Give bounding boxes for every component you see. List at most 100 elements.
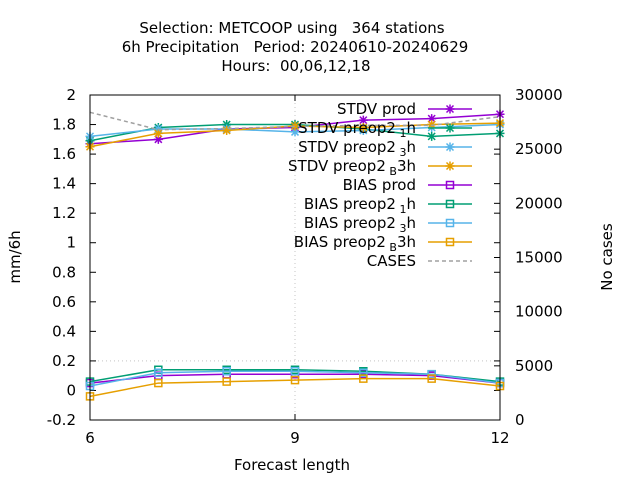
data-point xyxy=(222,125,232,135)
data-point xyxy=(358,115,368,125)
legend-marker xyxy=(445,123,455,133)
data-point xyxy=(427,114,437,124)
plot-frame xyxy=(89,94,501,421)
y-tick-label: 0.6 xyxy=(52,293,76,311)
data-point xyxy=(427,131,437,141)
data-point xyxy=(427,374,436,383)
data-point xyxy=(358,123,368,132)
data-point-shape xyxy=(222,125,232,135)
y-tick-label: 1.2 xyxy=(52,204,76,222)
legend-entry-8: CASES xyxy=(367,252,472,270)
legend-label: BIAS prod xyxy=(343,176,416,194)
data-point-shape xyxy=(427,114,437,124)
data-point-shape xyxy=(427,131,437,141)
legend-entry-0: STDV prod xyxy=(337,100,472,118)
y-axis-label: mm/6h xyxy=(6,230,24,283)
legend-marker-shape xyxy=(445,161,455,171)
data-point-shape xyxy=(427,120,437,130)
data-point-shape xyxy=(153,134,163,144)
data-point xyxy=(153,128,163,138)
legend-marker xyxy=(445,142,455,152)
title-line-3: Hours: 00,06,12,18 xyxy=(221,57,370,75)
legend-label: STDV preop2 1h xyxy=(298,119,416,140)
series-line xyxy=(89,111,501,131)
y-tick-label: 0 xyxy=(66,381,76,399)
x-tick-label: 6 xyxy=(85,429,95,447)
ticks-layer: -0.2 0 0.2 0.4 0.6 0.8 1 1.2 1.4 1.6 1.8 2 0 5000 1000… xyxy=(47,86,563,447)
data-point-shape xyxy=(358,123,368,132)
data-point xyxy=(290,121,300,131)
legend-marker xyxy=(445,237,455,247)
legend-label: STDV prod xyxy=(337,100,416,118)
chart-title: Selection: METCOOP using 364 stations 6h… xyxy=(122,19,469,75)
y-tick-label: 0.8 xyxy=(52,263,76,281)
legend-marker-shape xyxy=(445,104,455,114)
y-tick-label: 0.4 xyxy=(52,322,76,340)
data-point xyxy=(154,378,163,388)
legend-marker xyxy=(445,199,455,209)
y-tick-label: 1.4 xyxy=(52,175,76,193)
legend-label: BIAS preop2 1h xyxy=(304,195,416,216)
x-axis-label: Forecast length xyxy=(234,456,350,474)
y-tick-label: 0.2 xyxy=(52,352,76,370)
y2-tick-label: 20000 xyxy=(515,194,563,212)
legend-entry-7: BIAS preop2 B3h xyxy=(294,233,472,254)
legend-marker xyxy=(445,161,455,171)
legend-entry-3: STDV preop2 B3h xyxy=(288,157,472,178)
data-point xyxy=(154,368,163,377)
legend-marker xyxy=(445,180,455,190)
x-tick-label: 9 xyxy=(290,429,300,447)
data-point xyxy=(427,369,436,379)
data-point-shape xyxy=(153,128,163,138)
data-point xyxy=(290,375,300,385)
title-line-2: 6h Precipitation Period: 20240610-202406… xyxy=(122,38,469,56)
data-point-shape xyxy=(290,127,300,137)
data-point xyxy=(222,377,231,386)
y2-tick-label: 5000 xyxy=(515,357,553,375)
y2-tick-label: 15000 xyxy=(515,249,563,267)
legend-entry-2: STDV preop2 3h xyxy=(298,138,472,159)
legend-label: BIAS preop2 B3h xyxy=(294,233,416,254)
series-line xyxy=(89,377,501,398)
x-tick-label: 12 xyxy=(490,429,509,447)
y-tick-label: 1.8 xyxy=(52,116,76,134)
legend-label: STDV preop2 3h xyxy=(298,138,416,159)
legend-label: BIAS preop2 3h xyxy=(304,214,416,235)
y-tick-label: 1 xyxy=(66,234,76,252)
data-point xyxy=(290,127,300,137)
y2-tick-label: 0 xyxy=(515,411,525,429)
data-point xyxy=(359,368,368,377)
y-tick-label: 1.6 xyxy=(52,145,76,163)
y2-axis-label: No cases xyxy=(598,223,616,291)
y-tick-label: -0.2 xyxy=(47,411,76,429)
y-tick-label: 2 xyxy=(66,86,76,104)
y2-tick-label: 10000 xyxy=(515,303,563,321)
data-point xyxy=(290,367,300,376)
legend-marker-shape xyxy=(445,142,455,152)
title-line-1: Selection: METCOOP using 364 stations xyxy=(139,19,444,37)
legend-entry-6: BIAS preop2 3h xyxy=(304,214,472,235)
legend-marker xyxy=(445,218,455,228)
y2-tick-label: 25000 xyxy=(515,140,563,158)
legend-marker-shape xyxy=(445,123,455,133)
grid-layer xyxy=(90,95,500,420)
data-point xyxy=(153,134,163,144)
data-point-shape xyxy=(290,121,300,131)
series-line xyxy=(89,370,501,387)
data-point-shape xyxy=(358,115,368,125)
data-point xyxy=(359,374,368,383)
legend-label: CASES xyxy=(367,252,416,270)
data-point xyxy=(427,120,437,130)
legend-entry-1: STDV preop2 1h xyxy=(298,119,472,140)
series-8 xyxy=(89,111,501,131)
legend-marker xyxy=(445,104,455,114)
legend-entry-5: BIAS preop2 1h xyxy=(304,195,472,216)
series-layer xyxy=(85,109,505,401)
y2-tick-label: 30000 xyxy=(515,86,563,104)
legend-label: STDV preop2 B3h xyxy=(288,157,416,178)
legend-entry-4: BIAS prod xyxy=(343,176,472,194)
data-point xyxy=(222,367,231,376)
